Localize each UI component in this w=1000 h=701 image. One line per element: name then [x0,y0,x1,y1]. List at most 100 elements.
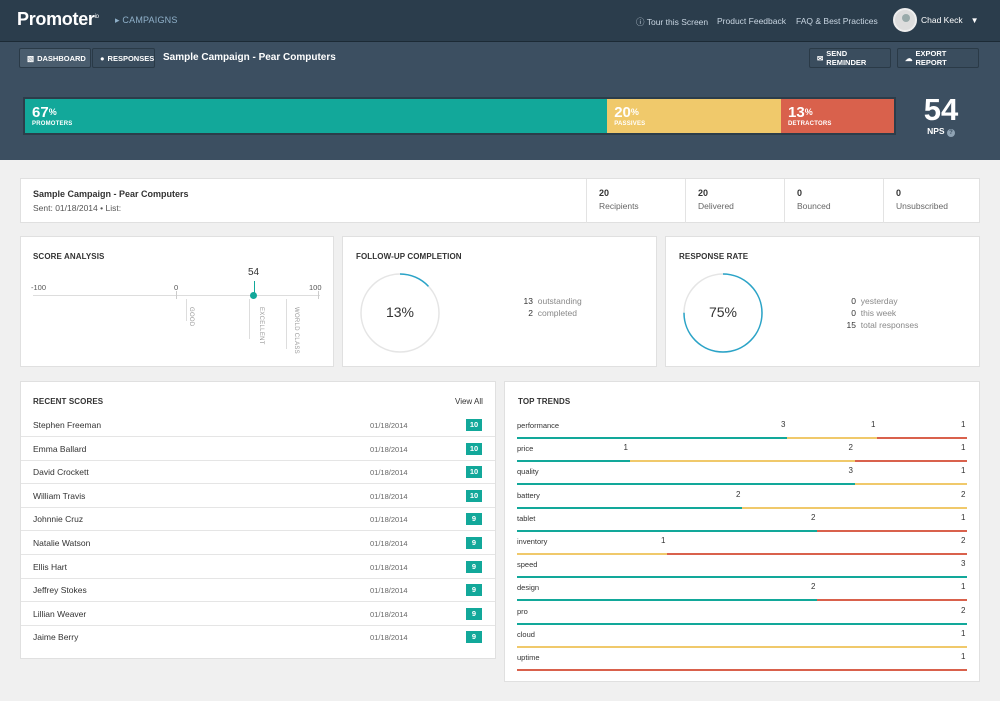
top-trends-card: TOP TRENDS performance 3 1 1 price 1 2 1 quality… [504,381,980,682]
respondent-name: Stephen Freeman [33,420,102,430]
response-date: 01/18/2014 [370,539,408,548]
respondent-name: Emma Ballard [33,443,87,454]
trend-passives-segment [787,437,877,439]
trend-detractors-count: 1 [961,652,966,661]
table-row[interactable]: Lillian Weaver 01/18/2014 9 [21,602,495,626]
product-feedback-link[interactable]: Product Feedback [717,16,786,26]
cloud-download-icon: ☁ [905,53,913,63]
response-date: 01/18/2014 [370,609,408,619]
detractors-segment: 13% DETRACTORS [781,99,894,133]
passives-segment: 20% PASSIVES [607,99,782,133]
trend-promoters-segment [517,460,630,463]
send-reminder-button[interactable]: ✉ SEND REMINDER [809,48,891,68]
trend-name: design [517,583,540,593]
trend-promoters-count: 3 [848,466,853,476]
followup-donut [360,273,440,353]
mark-good: GOOD [188,307,194,327]
followup-completion-card: FOLLOW-UP COMPLETION 13% 13 outstanding … [342,236,657,367]
trend-name: quality [517,467,539,477]
table-row[interactable]: Jeffrey Stokes 01/18/2014 9 [21,578,495,603]
user-menu[interactable]: Chad Keck ▼ [893,8,979,32]
trend-passives-segment [517,645,967,648]
scale-divider [186,299,187,321]
score-marker-stem [253,281,255,293]
trend-passives-count: 1 [961,466,966,476]
page-title: Sample Campaign - Pear Computers [163,52,336,63]
respondent-name: Lillian Weaver [33,608,87,619]
tab-dashboard[interactable]: ▧ DASHBOARD [19,48,91,68]
trend-name: pro [517,606,528,616]
table-row[interactable]: Stephen Freeman 01/18/2014 10 [21,413,495,437]
respondent-name: Jaime Berry [33,632,79,643]
trend-row[interactable]: inventory 1 2 [517,535,967,558]
trend-row[interactable]: performance 3 1 1 [517,419,967,442]
campaign-summary-card: Sample Campaign - Pear Computers Sent: 0… [20,178,980,223]
trend-passives-segment [854,483,967,486]
trend-row[interactable]: pro 2 [517,605,967,628]
trend-passives-segment [629,460,855,463]
trend-row[interactable]: cloud 1 [517,628,967,651]
table-row[interactable]: Ellis Hart 01/18/2014 9 [21,555,495,579]
trend-promoters-count: 1 [623,443,628,453]
response-rate-card: RESPONSE RATE 75% 0 yesterday 0 this wee… [665,236,980,367]
respondent-name: Johnnie Cruz [33,514,84,525]
nav-campaigns-link[interactable]: ▸ CAMPAIGNS [115,15,178,25]
score-badge: 10 [466,442,482,455]
trend-name: speed [517,560,538,570]
faq-link[interactable]: FAQ & Best Practices [796,16,878,26]
table-row[interactable]: Jaime Berry 01/18/2014 9 [21,625,495,649]
table-row[interactable]: William Travis 01/18/2014 10 [21,484,495,508]
trend-promoters-segment [517,529,817,532]
response-date: 01/18/2014 [370,562,408,572]
followup-outstanding: 13 outstanding [523,296,582,306]
trend-row[interactable]: tablet 2 1 [517,512,967,535]
score-badge: 9 [466,513,482,526]
trend-row[interactable]: quality 3 1 [517,465,967,488]
rate-this-week: 0 this week [851,308,897,318]
comment-icon: ● [100,53,105,63]
score-marker-label: 54 [247,267,260,278]
trend-detractors-segment [877,437,967,439]
trend-passives-segment [742,506,967,509]
question-circle-icon[interactable]: ? [946,129,955,137]
trend-promoters-count: 3 [961,559,966,569]
tab-responses[interactable]: ● RESPONSES [92,48,155,68]
trend-name: uptime [517,653,540,662]
score-badge: 9 [466,631,482,644]
score-analysis-card: SCORE ANALYSIS -100 0 100 54 GOOD EXCELL… [20,236,334,367]
score-badge: 9 [466,560,482,573]
trend-promoters-count: 2 [736,489,741,499]
score-badge: 10 [466,466,482,479]
summary-title: Sample Campaign - Pear Computers [33,189,189,199]
trend-row[interactable]: uptime 1 [517,651,967,674]
view-all-link[interactable]: View All [455,397,483,406]
trend-detractors-segment [854,460,967,463]
trend-detractors-count: 1 [961,443,966,453]
trend-row[interactable]: battery 2 2 [517,489,967,512]
trend-row[interactable]: price 1 2 1 [517,442,967,465]
score-marker [250,292,258,299]
trend-row[interactable]: design 2 1 [517,581,967,604]
trend-detractors-count: 1 [961,582,966,592]
scale-tick [176,291,177,299]
trend-promoters-count: 2 [811,512,816,522]
respondent-name: Ellis Hart [33,561,68,572]
table-row[interactable]: Natalie Watson 01/18/2014 9 [21,531,495,555]
response-date: 01/18/2014 [370,444,408,454]
table-row[interactable]: Johnnie Cruz 01/18/2014 9 [21,507,495,532]
scale-divider [286,299,287,349]
export-report-button[interactable]: ☁ EXPORT REPORT [897,48,979,68]
response-rate-donut [683,273,763,353]
tour-screen-link[interactable]: ⓘ Tour this Screen [636,17,709,27]
caret-down-icon: ▼ [970,15,979,25]
trend-passives-count: 1 [961,628,966,638]
table-row[interactable]: Emma Ballard 01/18/2014 10 [21,437,495,461]
trend-row[interactable]: speed 3 [517,558,967,581]
nps-score: 54 [923,92,959,127]
stat-delivered: 20 Delivered [685,179,784,223]
table-row[interactable]: David Crockett 01/18/2014 10 [21,460,495,485]
trend-name: price [517,444,534,454]
promoter-logo[interactable]: Promoterio [17,9,99,29]
question-circle-icon: ⓘ [636,17,647,27]
scale-min: -100 [31,283,47,292]
